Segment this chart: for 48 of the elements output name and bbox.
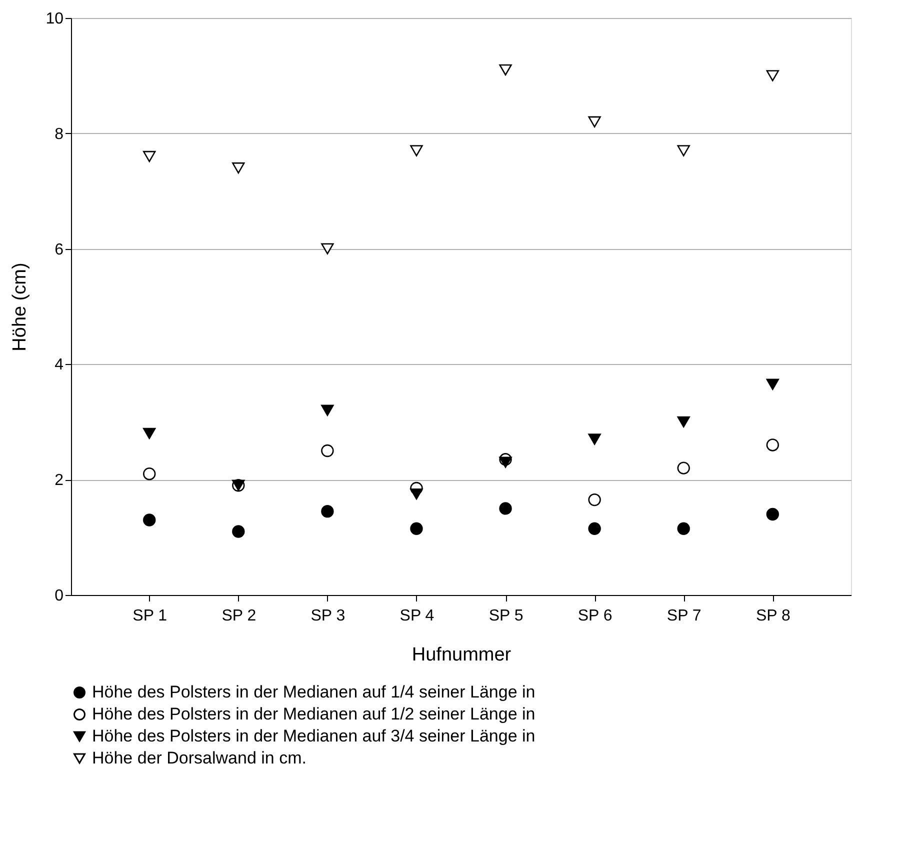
x-tick-label: SP 3 (310, 608, 346, 624)
point (499, 64, 512, 76)
point (410, 488, 423, 500)
point (143, 428, 156, 440)
point (766, 378, 779, 390)
x-tick-label: SP 7 (666, 608, 702, 624)
x-tick-label: SP 6 (578, 608, 612, 624)
legend-label: Höhe des Polsters in der Medianen auf 3/4 seiner Länge in (92, 726, 536, 746)
y-tick-label: 4 (54, 356, 64, 374)
point (499, 502, 512, 515)
point (588, 522, 601, 535)
point (232, 162, 245, 174)
point (143, 467, 156, 480)
point (677, 522, 690, 535)
point (410, 145, 423, 156)
point (766, 438, 779, 452)
y-tick-label: 2 (54, 472, 64, 490)
y-axis-title: Höhe (cm) (10, 262, 31, 352)
y-tick-label: 10 (46, 10, 64, 28)
point (766, 508, 779, 521)
legend-label: Höhe des Polsters in der Medianen auf 1/4 seiner Länge in (92, 682, 536, 702)
point (588, 493, 601, 506)
y-tick-label: 8 (54, 126, 64, 143)
x-tick-label: SP 2 (222, 608, 256, 624)
point (499, 456, 512, 468)
point (321, 404, 334, 416)
x-tick-label: SP 1 (132, 608, 168, 624)
point (321, 504, 334, 518)
point (143, 150, 156, 162)
y-tick-label: 6 (54, 241, 64, 258)
point (677, 145, 690, 156)
y-tick-label: 0 (54, 588, 64, 604)
point (143, 514, 156, 526)
point (677, 416, 690, 428)
point (321, 243, 334, 254)
point (677, 462, 690, 474)
x-tick-label: SP 4 (400, 608, 434, 624)
x-tick-label: SP 8 (756, 608, 790, 624)
point (766, 70, 779, 82)
x-tick-label: SP 5 (488, 608, 524, 624)
point (588, 116, 601, 128)
point (321, 444, 334, 458)
legend-label: Höhe des Polsters in der Medianen auf 1/2 seiner Länge in (92, 704, 536, 724)
x-axis-title: Hufnummer (412, 644, 512, 666)
legend-label: Höhe der Dorsalwand in cm. (92, 748, 306, 768)
point (232, 525, 245, 538)
point (588, 434, 601, 445)
point (410, 522, 423, 535)
